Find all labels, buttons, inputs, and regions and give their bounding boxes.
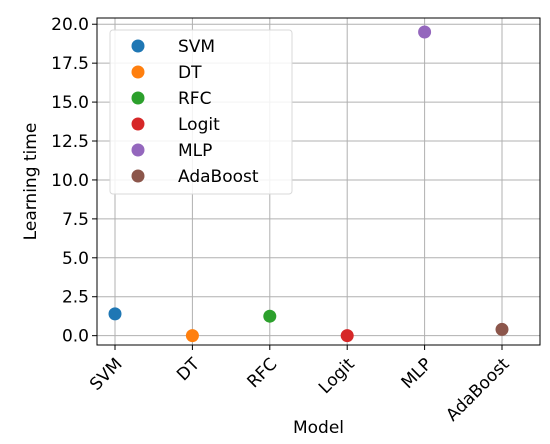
data-point-dt bbox=[185, 329, 199, 343]
data-point-adaboost bbox=[495, 322, 509, 336]
x-tick-label: MLP bbox=[398, 354, 436, 392]
legend-box bbox=[109, 29, 293, 195]
legend-marker-svm bbox=[131, 39, 145, 53]
legend: SVM DT RFC Logit MLP AdaBoost bbox=[109, 29, 293, 195]
y-tick-label: 17.5 bbox=[51, 54, 89, 74]
legend-marker-mlp bbox=[131, 143, 145, 157]
legend-label-mlp: MLP bbox=[178, 141, 212, 161]
y-tick-label: 2.5 bbox=[62, 288, 89, 308]
data-point-rfc bbox=[263, 309, 277, 323]
data-point-svm bbox=[108, 307, 122, 321]
x-tick-label: SVM bbox=[86, 354, 126, 394]
y-tick-label: 7.5 bbox=[62, 210, 89, 230]
x-tick-label: Logit bbox=[315, 354, 359, 398]
y-tick-label: 12.5 bbox=[51, 132, 89, 152]
plot-frame bbox=[96, 17, 541, 346]
y-tick-label: 15.0 bbox=[51, 93, 89, 113]
legend-marker-logit bbox=[131, 117, 145, 131]
y-axis-label: Learning time bbox=[21, 123, 41, 241]
legend-marker-adaboost bbox=[131, 169, 145, 183]
data-points bbox=[108, 25, 509, 343]
y-tick-label: 20.0 bbox=[51, 15, 89, 35]
legend-label-rfc: RFC bbox=[178, 89, 211, 109]
legend-label-svm: SVM bbox=[178, 37, 215, 57]
x-axis-label: Model bbox=[293, 418, 344, 438]
legend-label-adaboost: AdaBoost bbox=[178, 167, 259, 187]
y-tick-label: 0.0 bbox=[62, 327, 89, 347]
x-tick-label: RFC bbox=[244, 354, 282, 392]
x-tick-label: AdaBoost bbox=[442, 354, 513, 425]
legend-label-dt: DT bbox=[178, 63, 202, 83]
data-point-mlp bbox=[418, 25, 432, 39]
x-tick-label: DT bbox=[173, 354, 204, 385]
data-point-logit bbox=[340, 329, 354, 343]
legend-label-logit: Logit bbox=[178, 115, 220, 135]
x-axis-ticks: SVM DT RFC Logit MLP AdaBoost bbox=[86, 345, 514, 425]
legend-marker-rfc bbox=[131, 91, 145, 105]
y-axis-ticks: 0.0 2.5 5.0 7.5 10.0 12.5 15.0 17.5 20.0 bbox=[51, 15, 97, 347]
y-tick-label: 10.0 bbox=[51, 171, 89, 191]
y-tick-label: 5.0 bbox=[62, 249, 89, 269]
legend-marker-dt bbox=[131, 65, 145, 79]
